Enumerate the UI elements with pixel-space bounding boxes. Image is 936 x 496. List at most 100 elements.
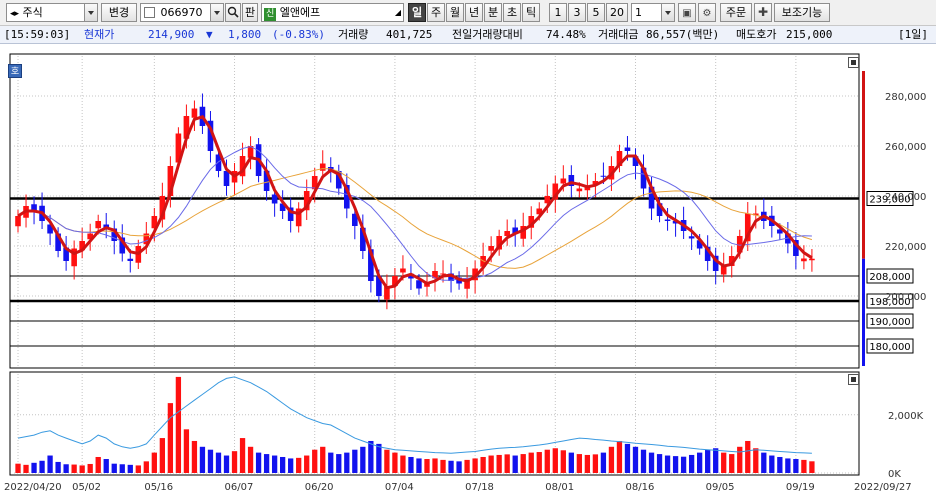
volume-bar (223, 455, 230, 473)
volume-bar (87, 463, 93, 473)
volume-bar (71, 464, 77, 473)
interval-20-button[interactable]: 20 (606, 3, 628, 22)
price-tick-label: 220,000 (885, 242, 926, 253)
chart-corner-label: 호 (10, 67, 20, 77)
order-button[interactable]: 주문 (720, 3, 752, 22)
volume-bar (271, 455, 278, 473)
reference-line-label-box (866, 191, 914, 206)
candle-body (143, 233, 150, 245)
price-tick-label: 200,000 (885, 292, 926, 303)
change-button-label: 변경 (108, 6, 130, 19)
stock-name-value: 엘앤에프 (279, 6, 321, 19)
volume-bar (15, 463, 21, 473)
prev-volume-ratio-value: 74.48% (546, 28, 586, 41)
chevron-down-icon[interactable] (84, 4, 97, 21)
period-tick-button[interactable]: 틱 (522, 3, 540, 22)
period-month-button[interactable]: 월 (446, 3, 464, 22)
candle-body (801, 258, 807, 262)
pan-button[interactable]: 판 (242, 3, 258, 22)
volume-bar (247, 446, 254, 473)
volume-bar (761, 452, 767, 473)
stock-code-input[interactable]: 066970 (140, 3, 224, 22)
volume-bar (809, 461, 815, 473)
price-change-value: 1,800 (228, 28, 262, 41)
volume-bar (392, 452, 398, 473)
volume-bar (47, 455, 53, 473)
candle-body (464, 278, 470, 289)
stock-code-value: 066970 (160, 6, 203, 19)
save-button[interactable]: ▣ (678, 3, 696, 22)
interval-3-button[interactable]: 3 (568, 3, 586, 22)
crosshair-button[interactable]: ✚ (754, 3, 772, 22)
prev-volume-ratio-label: 전일거래량대비 (452, 28, 523, 41)
period-year-label: 년 (468, 6, 480, 19)
period-week-button[interactable]: 주 (427, 3, 445, 22)
volume-bar (592, 454, 599, 473)
market-select[interactable]: ◂▸ 주식 (6, 3, 98, 22)
candle-body (151, 216, 158, 229)
change-button[interactable]: 변경 (101, 3, 137, 22)
volume-bar (440, 459, 446, 473)
candle-body (175, 133, 182, 163)
volume-bar (705, 449, 711, 473)
volume-tick-label: 0K (888, 469, 901, 480)
volume-bar (769, 455, 775, 473)
candle-body (127, 258, 134, 261)
price-panel-maximize-button[interactable] (848, 57, 859, 68)
period-minute-button[interactable]: 분 (484, 3, 502, 22)
candle-body (560, 178, 567, 184)
trade-amount-label: 거래대금 (598, 28, 639, 41)
search-button[interactable] (225, 3, 241, 22)
volume-bar (31, 462, 37, 473)
period-second-button[interactable]: 초 (503, 3, 521, 22)
candle-body (592, 181, 599, 185)
candle-body (303, 191, 310, 211)
candle-body (119, 237, 126, 254)
volume-bar (312, 449, 318, 473)
period-day-button[interactable]: 일 (408, 3, 426, 22)
candle-body (664, 219, 671, 221)
resize-grip-icon: ◢ (394, 8, 401, 17)
interval-3-label: 3 (573, 6, 581, 19)
period-badge: [1일] (898, 28, 928, 41)
candle-body (777, 229, 783, 234)
volume-panel-maximize-button[interactable] (848, 374, 859, 385)
interval-1-button[interactable]: 1 (549, 3, 567, 22)
candle-body (223, 171, 230, 186)
stock-name-field[interactable]: 신 엘앤에프 ◢ (261, 3, 404, 22)
candle-body (408, 273, 414, 279)
candle-body (600, 175, 607, 177)
candle-body (247, 146, 254, 158)
volume-bar (456, 461, 462, 473)
period-year-button[interactable]: 년 (465, 3, 483, 22)
date-tick-label: 06/07 (225, 482, 254, 493)
candle-body (552, 183, 559, 200)
candle-body (544, 196, 551, 204)
date-tick-label: 09/05 (706, 482, 735, 493)
interval-5-button[interactable]: 5 (587, 3, 605, 22)
volume-bar (304, 455, 310, 473)
candle-body (416, 280, 422, 289)
ma-long-line (17, 168, 813, 269)
code-checkbox[interactable] (144, 7, 155, 18)
volume-bar (344, 452, 350, 473)
candle-body (31, 204, 37, 211)
volume-bar (713, 448, 719, 473)
candle-body (793, 240, 799, 256)
volume-bar (777, 456, 783, 473)
current-price-value: 214,900 (148, 28, 195, 41)
candle-body (376, 275, 382, 296)
candle-body (528, 216, 535, 228)
search-icon (227, 6, 239, 18)
chevron-down-icon[interactable] (210, 4, 223, 21)
stock-chart[interactable]: 239,000 208,000 198,000 190,000 180,000 280,… (0, 44, 936, 496)
chart-corner-button[interactable]: 호 (8, 64, 22, 78)
settings-button[interactable]: ⚙ (698, 3, 716, 22)
market-select-value: 주식 (22, 6, 43, 19)
count-select[interactable]: 1 (631, 3, 675, 22)
volume-bar (648, 452, 655, 473)
chevron-down-icon[interactable] (661, 4, 674, 21)
chart-area: 239,000 208,000 198,000 190,000 180,000 280,… (0, 44, 936, 496)
assist-functions-button[interactable]: 보조기능 (774, 3, 830, 22)
volume-bar (175, 376, 182, 473)
